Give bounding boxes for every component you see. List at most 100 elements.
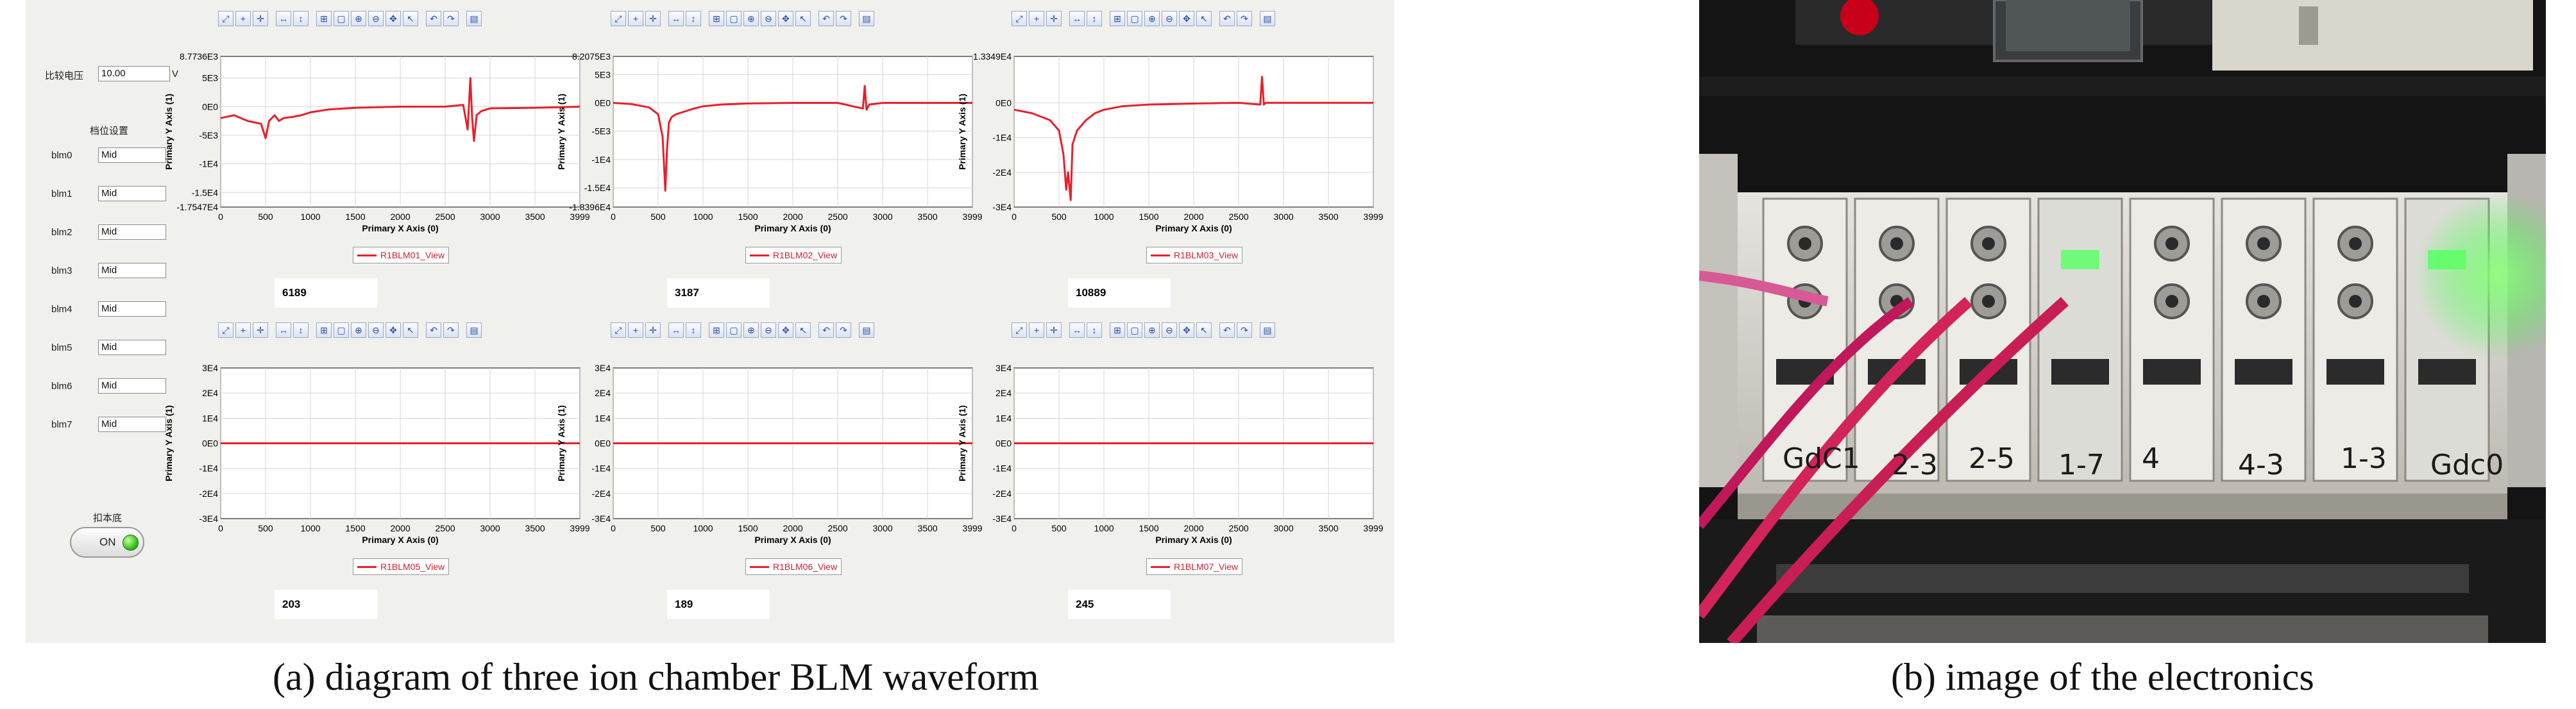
chart-legend[interactable]: R1BLM05_View: [353, 558, 450, 575]
scale-y-icon[interactable]: ↕: [293, 11, 309, 26]
cursor-move-icon[interactable]: ✛: [253, 322, 268, 338]
undo-icon[interactable]: ↶: [818, 11, 834, 26]
export-icon[interactable]: ▤: [466, 322, 482, 338]
zoom-icon[interactable]: ⤢: [218, 11, 233, 26]
zoom-out-icon[interactable]: ⊖: [761, 11, 776, 26]
scale-y-icon[interactable]: ↕: [293, 322, 309, 338]
cursor-move-icon[interactable]: ✛: [1046, 11, 1062, 26]
export-icon[interactable]: ▤: [1260, 11, 1275, 26]
select-icon[interactable]: ↖: [1196, 322, 1212, 338]
chart-legend[interactable]: R1BLM07_View: [1146, 558, 1243, 575]
autoscale-icon[interactable]: ⊞: [1110, 11, 1125, 26]
export-icon[interactable]: ▤: [859, 322, 874, 338]
undo-icon[interactable]: ↶: [1219, 11, 1235, 26]
scale-x-icon[interactable]: ↔: [668, 11, 684, 26]
undo-icon[interactable]: ↶: [818, 322, 834, 338]
zoom-box-icon[interactable]: ▢: [334, 322, 349, 338]
autoscale-icon[interactable]: ⊞: [709, 322, 724, 338]
scale-y-icon[interactable]: ↕: [686, 322, 701, 338]
export-icon[interactable]: ▤: [859, 11, 874, 26]
redo-icon[interactable]: ↷: [443, 322, 459, 338]
channel-gear-select[interactable]: Mid: [98, 301, 166, 317]
zoom-out-icon[interactable]: ⊖: [761, 322, 776, 338]
autoscale-icon[interactable]: ⊞: [316, 322, 332, 338]
cursor-plus-icon[interactable]: +: [628, 11, 643, 26]
zoom-in-icon[interactable]: ⊕: [1144, 11, 1160, 26]
redo-icon[interactable]: ↷: [443, 11, 459, 26]
channel-gear-select[interactable]: Mid: [98, 263, 166, 278]
cursor-move-icon[interactable]: ✛: [1046, 322, 1062, 338]
pan-icon[interactable]: ✥: [386, 322, 401, 338]
pan-icon[interactable]: ✥: [778, 11, 793, 26]
zoom-box-icon[interactable]: ▢: [334, 11, 349, 26]
scale-y-icon[interactable]: ↕: [1087, 11, 1102, 26]
cursor-plus-icon[interactable]: +: [1029, 11, 1044, 26]
undo-icon[interactable]: ↶: [426, 322, 441, 338]
waveform-chart[interactable]: 0 500 1000 1500 2000 2500 3000 3500 3999 1.3349E4…: [955, 28, 1391, 249]
scale-y-icon[interactable]: ↕: [686, 11, 701, 26]
export-icon[interactable]: ▤: [466, 11, 482, 26]
scale-x-icon[interactable]: ↔: [276, 11, 291, 26]
chart-legend[interactable]: R1BLM03_View: [1146, 247, 1243, 263]
pan-icon[interactable]: ✥: [1179, 11, 1194, 26]
compare-voltage-input[interactable]: 10.00: [98, 66, 170, 81]
zoom-box-icon[interactable]: ▢: [726, 11, 741, 26]
cursor-plus-icon[interactable]: +: [235, 11, 251, 26]
waveform-chart[interactable]: 0 500 1000 1500 2000 2500 3000 3500 3999 3E4 2E4 1E…: [162, 340, 598, 561]
zoom-in-icon[interactable]: ⊕: [351, 11, 366, 26]
chart-legend[interactable]: R1BLM01_View: [353, 247, 450, 263]
zoom-out-icon[interactable]: ⊖: [1162, 11, 1177, 26]
select-icon[interactable]: ↖: [795, 11, 811, 26]
zoom-icon[interactable]: ⤢: [611, 322, 626, 338]
waveform-chart[interactable]: 0 500 1000 1500 2000 2500 3000 3500 3999 3E4 2E4 1E…: [955, 340, 1391, 561]
cursor-plus-icon[interactable]: +: [235, 322, 251, 338]
zoom-in-icon[interactable]: ⊕: [743, 11, 759, 26]
channel-gear-select[interactable]: Mid: [98, 147, 166, 163]
pan-icon[interactable]: ✥: [1179, 322, 1194, 338]
redo-icon[interactable]: ↷: [1237, 322, 1252, 338]
cursor-move-icon[interactable]: ✛: [253, 11, 268, 26]
scale-x-icon[interactable]: ↔: [668, 322, 684, 338]
zoom-icon[interactable]: ⤢: [218, 322, 233, 338]
cursor-plus-icon[interactable]: +: [1029, 322, 1044, 338]
cursor-move-icon[interactable]: ✛: [645, 322, 661, 338]
scale-x-icon[interactable]: ↔: [1069, 322, 1085, 338]
autoscale-icon[interactable]: ⊞: [1110, 322, 1125, 338]
zoom-icon[interactable]: ⤢: [1012, 322, 1027, 338]
scale-x-icon[interactable]: ↔: [1069, 11, 1085, 26]
pan-icon[interactable]: ✥: [778, 322, 793, 338]
zoom-out-icon[interactable]: ⊖: [368, 11, 384, 26]
cursor-plus-icon[interactable]: +: [628, 322, 643, 338]
chart-legend[interactable]: R1BLM06_View: [745, 558, 842, 575]
chart-legend[interactable]: R1BLM02_View: [745, 247, 842, 263]
select-icon[interactable]: ↖: [795, 322, 811, 338]
channel-gear-select[interactable]: Mid: [98, 340, 166, 355]
scale-x-icon[interactable]: ↔: [276, 322, 291, 338]
channel-gear-select[interactable]: Mid: [98, 378, 166, 394]
waveform-chart[interactable]: 0 500 1000 1500 2000 2500 3000 3500 3999 8.2075E3…: [554, 28, 990, 249]
zoom-icon[interactable]: ⤢: [1012, 11, 1027, 26]
select-icon[interactable]: ↖: [403, 322, 418, 338]
select-icon[interactable]: ↖: [1196, 11, 1212, 26]
undo-icon[interactable]: ↶: [1219, 322, 1235, 338]
select-icon[interactable]: ↖: [403, 11, 418, 26]
autoscale-icon[interactable]: ⊞: [316, 11, 332, 26]
channel-gear-select[interactable]: Mid: [98, 186, 166, 201]
channel-gear-select[interactable]: Mid: [98, 224, 166, 240]
zoom-out-icon[interactable]: ⊖: [368, 322, 384, 338]
zoom-in-icon[interactable]: ⊕: [1144, 322, 1160, 338]
zoom-in-icon[interactable]: ⊕: [351, 322, 366, 338]
zoom-in-icon[interactable]: ⊕: [743, 322, 759, 338]
zoom-box-icon[interactable]: ▢: [1127, 11, 1142, 26]
channel-gear-select[interactable]: Mid: [98, 417, 166, 432]
pan-icon[interactable]: ✥: [386, 11, 401, 26]
waveform-chart[interactable]: 0 500 1000 1500 2000 2500 3000 3500 3999 8.7736E3…: [162, 28, 598, 249]
cursor-move-icon[interactable]: ✛: [645, 11, 661, 26]
zoom-out-icon[interactable]: ⊖: [1162, 322, 1177, 338]
autoscale-icon[interactable]: ⊞: [709, 11, 724, 26]
zoom-icon[interactable]: ⤢: [611, 11, 626, 26]
export-icon[interactable]: ▤: [1260, 322, 1275, 338]
undo-icon[interactable]: ↶: [426, 11, 441, 26]
redo-icon[interactable]: ↷: [1237, 11, 1252, 26]
baseline-toggle[interactable]: ON: [70, 527, 144, 558]
